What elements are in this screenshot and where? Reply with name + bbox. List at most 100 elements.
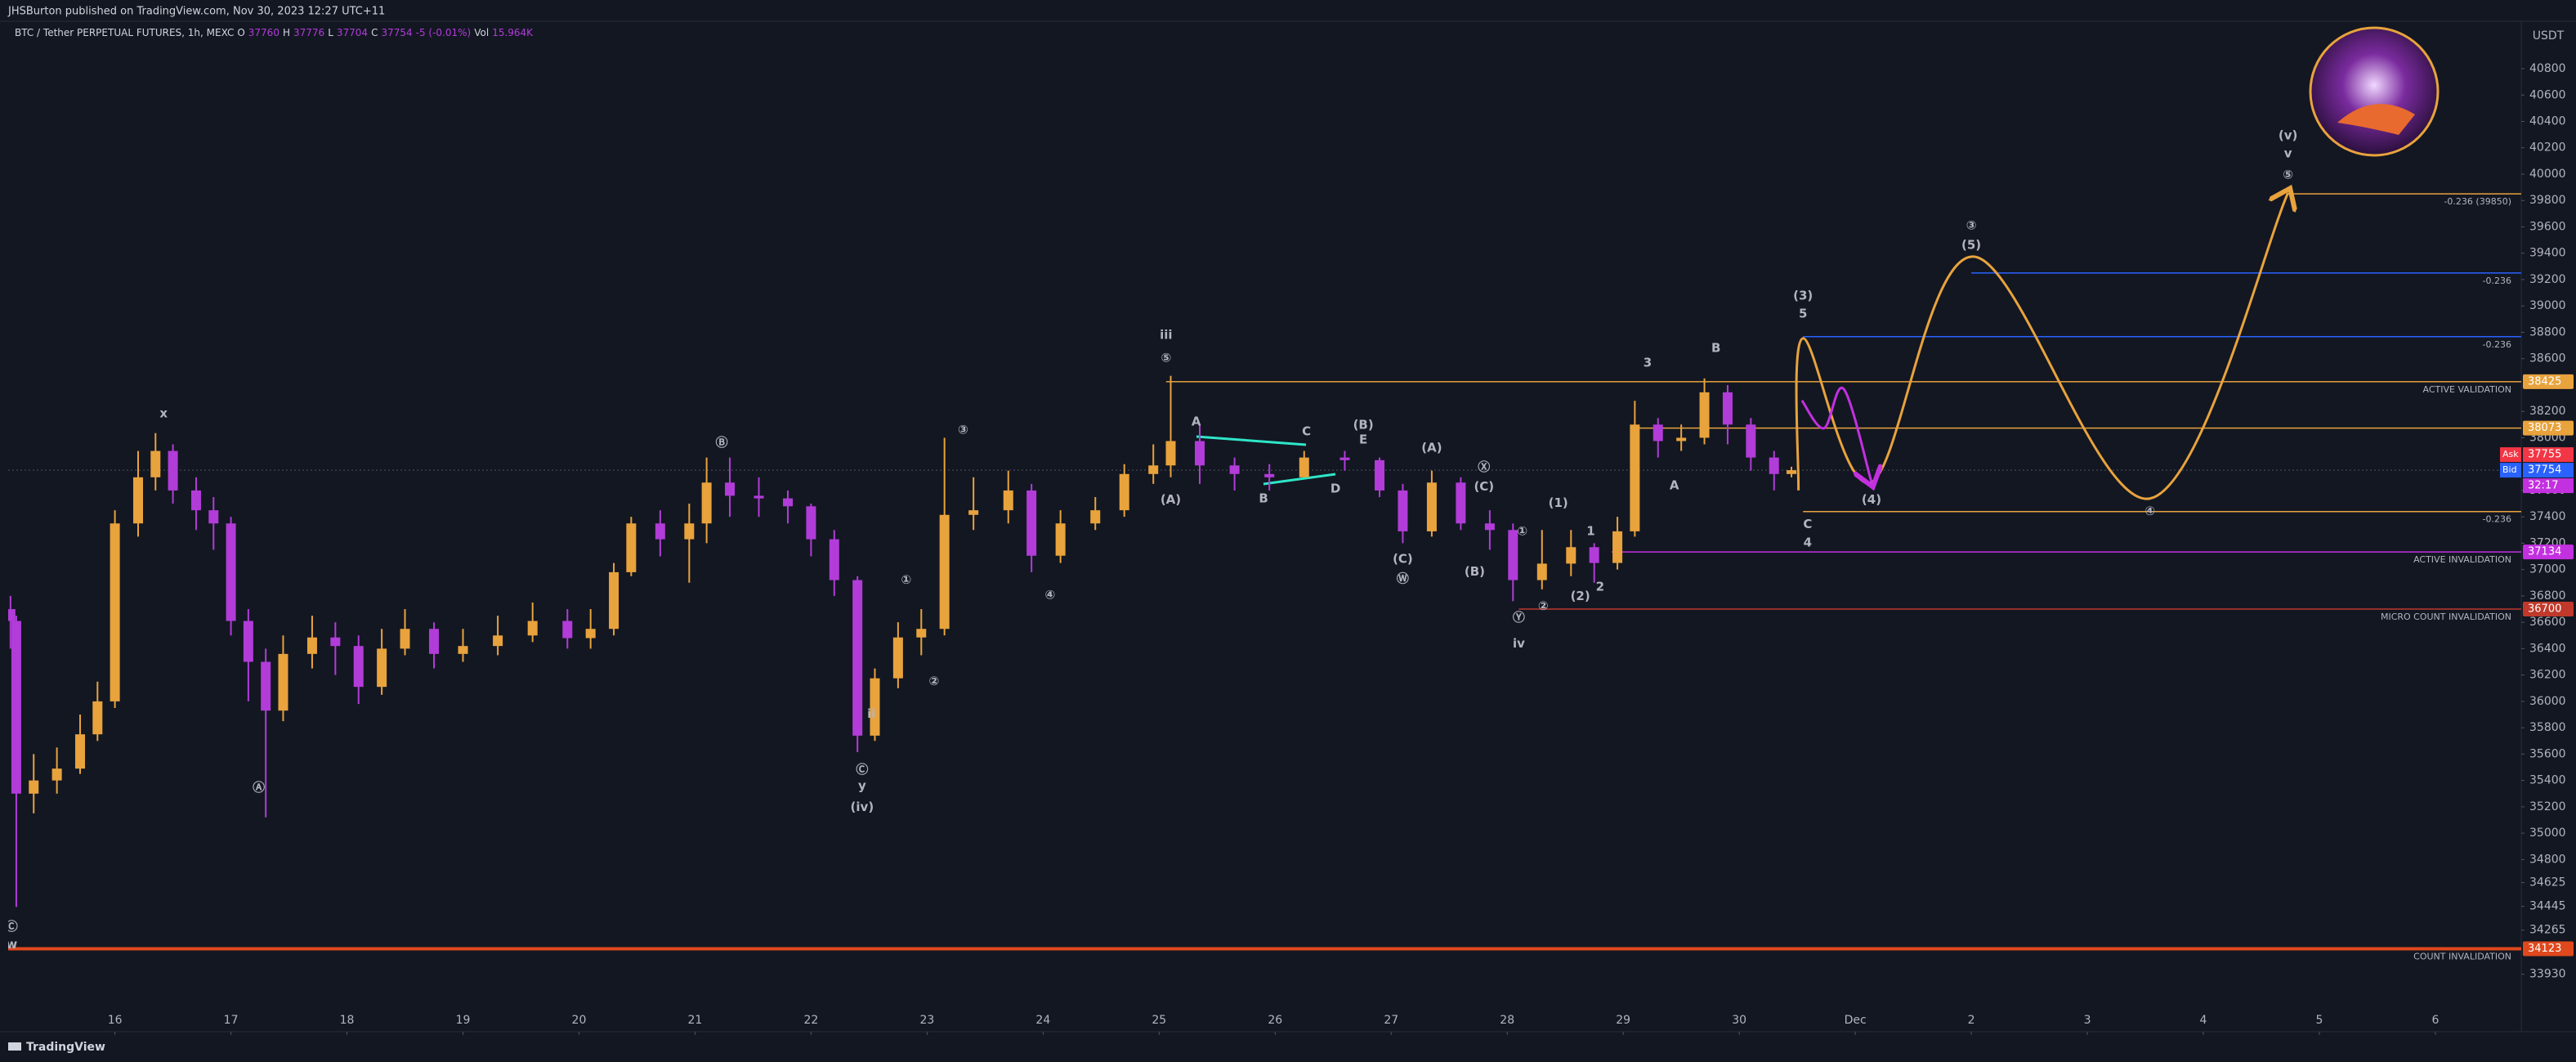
quote-tag — [2523, 463, 2574, 478]
wave-label: ② — [929, 674, 940, 688]
candle-body — [226, 523, 236, 621]
quote-value: 37755 — [2528, 449, 2561, 461]
wave-label: A — [1670, 477, 1679, 492]
y-tick-label: 36400 — [2529, 642, 2566, 655]
wave-label: (C) — [1474, 479, 1494, 494]
candle-body — [585, 629, 596, 639]
candle-body — [306, 637, 317, 654]
avatar — [2309, 26, 2440, 157]
candle-body — [1652, 424, 1663, 441]
candle-body — [458, 646, 468, 654]
candle-body — [168, 450, 178, 491]
level-label: -0.236 — [2483, 276, 2511, 286]
candle-body — [1119, 473, 1129, 511]
x-tick-label: 29 — [1616, 1014, 1630, 1027]
x-tick-label: Dec — [1845, 1014, 1867, 1027]
candle-body — [133, 477, 144, 524]
price-tag — [2523, 602, 2574, 617]
wave-label: Ⓐ — [253, 780, 265, 795]
wave-label: Ⓑ — [716, 435, 728, 450]
wave-label: iii — [1160, 327, 1172, 342]
wave-label: Ⓨ — [1513, 610, 1525, 625]
projection-path — [1795, 193, 2288, 500]
legend-item: 37704 — [337, 27, 368, 38]
y-tick-label: 39200 — [2529, 273, 2566, 286]
wave-label: 4 — [1804, 535, 1812, 549]
candle-body — [626, 523, 637, 572]
candle-body — [1426, 482, 1437, 531]
candle-body — [493, 635, 503, 647]
candle-body — [353, 646, 364, 688]
y-tick-label: 36800 — [2529, 589, 2566, 603]
y-tick-label: 39800 — [2529, 194, 2566, 207]
y-tick-label: 38800 — [2529, 325, 2566, 338]
x-tick-label: 18 — [340, 1014, 355, 1027]
x-tick-label: 22 — [803, 1014, 818, 1027]
x-tick-label: 6 — [2431, 1014, 2439, 1027]
price-tag-label: 37134 — [2528, 546, 2561, 558]
avatar-board — [2337, 104, 2415, 135]
x-tick-label: 17 — [224, 1014, 239, 1027]
wave-label: ② — [1538, 598, 1549, 613]
wave-label: (A) — [1421, 440, 1442, 455]
wave-label: (1) — [1549, 495, 1568, 510]
footer-logo — [8, 1042, 21, 1051]
candle-body — [243, 621, 253, 662]
wave-label: B — [1259, 491, 1268, 505]
price-tag-label: 38073 — [2528, 422, 2561, 434]
candle-body — [261, 661, 271, 711]
x-tick-label: 5 — [2316, 1014, 2323, 1027]
candle-body — [1165, 441, 1176, 466]
wave-label: D — [1330, 481, 1340, 495]
legend-item: 37776 — [293, 27, 324, 38]
level-label: -0.236 — [2483, 339, 2511, 350]
y-tick-label: 35600 — [2529, 747, 2566, 760]
candle-body — [892, 637, 903, 679]
candle-body — [1055, 523, 1066, 556]
wave-label: ③ — [958, 422, 968, 437]
header: JHSBurton published on TradingView.com, … — [7, 6, 385, 18]
wave-label: (B) — [1465, 564, 1485, 579]
quote-label-bg — [2500, 447, 2521, 463]
y-tick-label: 40800 — [2529, 62, 2566, 75]
wave-label: 1 — [1586, 523, 1594, 538]
level-label: COUNT INVALIDATION — [2413, 952, 2511, 962]
candle-body — [1148, 465, 1159, 474]
wave-label: (v) — [2279, 128, 2298, 142]
candle-body — [1676, 437, 1687, 441]
wave-label: (3) — [1793, 288, 1813, 302]
x-tick-label: 3 — [2084, 1014, 2091, 1027]
quote-label-bg — [2500, 463, 2521, 478]
y-tick-label: 39600 — [2529, 220, 2566, 233]
wave-label: B — [1711, 340, 1720, 355]
wave-label: ④ — [2144, 504, 2155, 518]
y-tick-label: 34800 — [2529, 853, 2566, 866]
level-label: ACTIVE VALIDATION — [2423, 384, 2511, 395]
price-tag-label: 38425 — [2528, 375, 2561, 388]
footer: TradingView — [26, 1041, 105, 1054]
wave-label: E — [1359, 432, 1367, 446]
wave-label: ⑤ — [2283, 167, 2293, 181]
y-tick-label: 34625 — [2529, 876, 2566, 889]
wave-label: Ⓧ — [1478, 459, 1490, 474]
candle-body — [609, 571, 619, 630]
candle-body — [8, 609, 16, 621]
wave-label: Ⓦ — [1397, 571, 1409, 585]
countdown-tag — [2523, 478, 2574, 494]
legend-item: -5 (-0.01%) — [416, 27, 472, 38]
legend-text: BTC / Tether PERPETUAL FUTURES, 1h, MEXC… — [15, 27, 534, 38]
candle-body — [725, 482, 736, 496]
candle-body — [968, 510, 979, 515]
triangle-lower — [1263, 473, 1336, 486]
wave-label: C — [1302, 423, 1311, 438]
candle-body — [1484, 523, 1495, 531]
level-label: MICRO COUNT INVALIDATION — [2381, 612, 2511, 622]
candle-body — [1566, 547, 1576, 564]
candle-body — [1194, 441, 1205, 466]
plot-area: -0.236 (39850) -0.236 -0.236 ACTIVE VALIDAT… — [8, 128, 2521, 962]
x-tick-label: 25 — [1152, 1014, 1166, 1027]
x-tick-label: 4 — [2200, 1014, 2207, 1027]
y-tick-label: 38200 — [2529, 405, 2566, 418]
wave-label: iv — [1513, 636, 1525, 651]
